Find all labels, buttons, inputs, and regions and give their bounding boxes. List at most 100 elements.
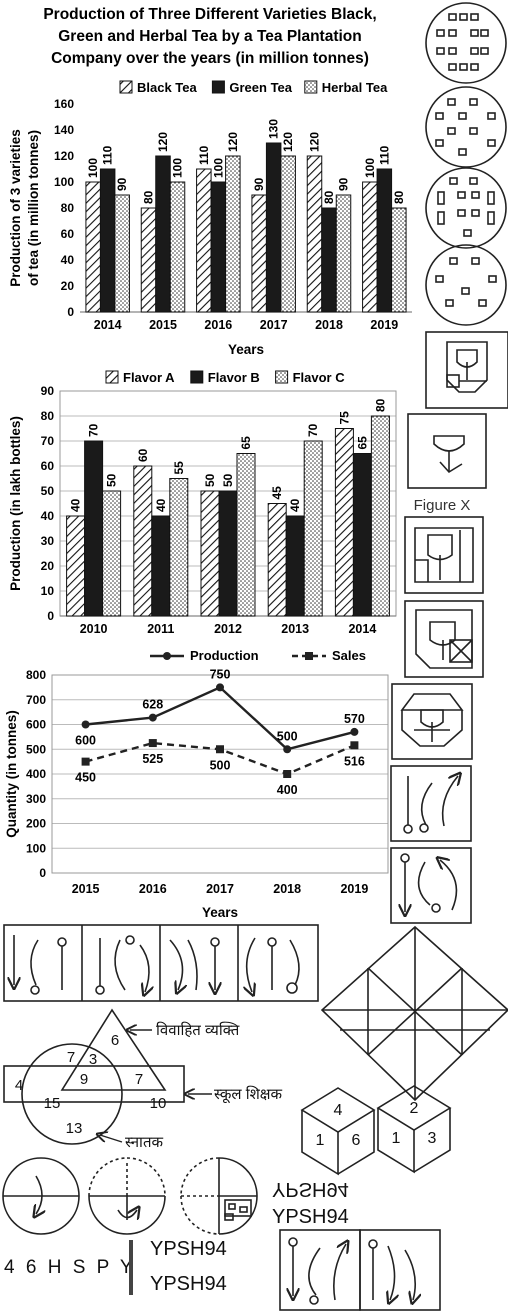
data-point <box>148 713 157 722</box>
bar <box>114 194 130 313</box>
data-label: 750 <box>210 667 231 681</box>
y-tick-label: 0 <box>39 866 46 880</box>
y-tick-label: 700 <box>26 693 46 707</box>
y-tick-label: 70 <box>41 434 55 448</box>
y-tick-label: 200 <box>26 817 46 831</box>
data-label: 90 <box>252 177 266 191</box>
data-label: 55 <box>172 461 186 475</box>
mirror-option: YPSH94 <box>272 1206 349 1228</box>
mirror-original-text: 4 6 H S P Y <box>4 1257 136 1278</box>
data-label: 70 <box>306 423 320 437</box>
string-answer-figures <box>279 1229 441 1311</box>
legend-entry: Sales <box>332 648 366 663</box>
venn-number: 7 <box>67 1049 75 1066</box>
y-tick-label: 500 <box>26 742 46 756</box>
bar <box>265 142 282 313</box>
data-label: 400 <box>277 783 298 797</box>
bar <box>306 155 323 313</box>
data-label: 60 <box>136 448 150 462</box>
flavor-production-chart: 0 10 20 30 40 50 60 70 80 90 Production (in lakh b… <box>8 370 397 636</box>
data-label: 80 <box>142 190 156 204</box>
data-label: 90 <box>115 177 129 191</box>
data-label: 500 <box>210 758 231 772</box>
y-tick-label: 100 <box>54 175 74 189</box>
chart-title: Company over the years (in million tonne… <box>51 50 369 67</box>
series-line <box>85 685 355 751</box>
data-label: 80 <box>322 190 336 204</box>
x-axis-label: Years <box>202 905 238 920</box>
data-label: 516 <box>344 754 365 768</box>
y-tick-label: 80 <box>41 409 55 423</box>
data-label: 500 <box>277 729 298 743</box>
bar <box>85 181 101 313</box>
bar <box>169 478 189 617</box>
bar <box>280 155 296 313</box>
data-label: 40 <box>288 498 302 512</box>
data-label: 525 <box>142 752 163 766</box>
data-label: 100 <box>363 158 377 178</box>
data-label: 75 <box>337 411 351 425</box>
x-tick-label: 2014 <box>348 622 376 636</box>
venn-number: 9 <box>80 1071 88 1088</box>
legend-marker <box>305 652 313 660</box>
venn-number: 7 <box>135 1071 143 1088</box>
bar <box>210 181 227 313</box>
y-tick-label: 140 <box>54 123 74 137</box>
y-tick-label: 40 <box>41 509 55 523</box>
data-point <box>216 745 224 754</box>
legend-entry: Green Tea <box>229 80 292 95</box>
data-label: 130 <box>267 119 281 139</box>
string-figure-1 <box>390 765 472 842</box>
x-tick-label: 2010 <box>80 622 108 636</box>
data-label: 50 <box>221 473 235 487</box>
dice-pair: 4 1 6 2 1 3 <box>300 1085 452 1176</box>
die-1 <box>300 1087 376 1176</box>
legend-swatch <box>119 80 133 94</box>
data-label: 50 <box>203 473 217 487</box>
bar <box>99 168 116 313</box>
bar <box>285 515 305 617</box>
data-point <box>148 739 157 748</box>
y-tick-label: 800 <box>26 668 46 682</box>
bar <box>196 168 212 313</box>
mirror-option: YPSH94 <box>272 1178 349 1200</box>
x-tick-label: 2019 <box>340 882 368 896</box>
y-tick-label: 100 <box>26 841 46 855</box>
data-label: 65 <box>355 436 369 450</box>
bar <box>251 194 267 313</box>
legend-swatch <box>105 370 119 384</box>
x-tick-label: 2017 <box>206 882 234 896</box>
die-face: 2 <box>410 1100 419 1117</box>
y-tick-label: 300 <box>26 792 46 806</box>
legend-swatch <box>190 370 204 384</box>
triangle-count-figure <box>320 925 508 1102</box>
bar <box>225 155 241 313</box>
bar <box>303 440 323 617</box>
x-tick-label: 2014 <box>94 318 122 332</box>
y-tick-label: 60 <box>61 227 75 241</box>
data-point <box>283 745 292 754</box>
legend-entry: Flavor A <box>123 370 175 385</box>
circle-figure-2 <box>425 86 507 168</box>
production-sales-chart: 0 100 200 300 400 500 600 700 800 2015 2016 2017 201… <box>4 648 389 920</box>
data-point <box>283 770 292 778</box>
data-label: 450 <box>75 771 96 785</box>
option-figure-3 <box>391 683 473 760</box>
paper-fold-circles <box>2 1157 258 1235</box>
figure-x-label: Figure X <box>414 497 471 514</box>
y-axis-label: Production of 3 varieties <box>8 129 23 287</box>
bar <box>352 453 372 617</box>
x-tick-label: 2019 <box>370 318 398 332</box>
bar <box>140 207 157 313</box>
x-axis-label: Years <box>228 342 264 357</box>
die-face: 6 <box>352 1132 361 1149</box>
die-face: 1 <box>392 1130 401 1147</box>
bar <box>362 181 378 313</box>
data-label: 70 <box>87 423 101 437</box>
venn-number: 6 <box>111 1032 119 1049</box>
bar <box>66 515 86 617</box>
bar <box>334 428 354 617</box>
bar <box>102 490 122 617</box>
bar <box>391 207 407 313</box>
bar <box>370 415 390 617</box>
